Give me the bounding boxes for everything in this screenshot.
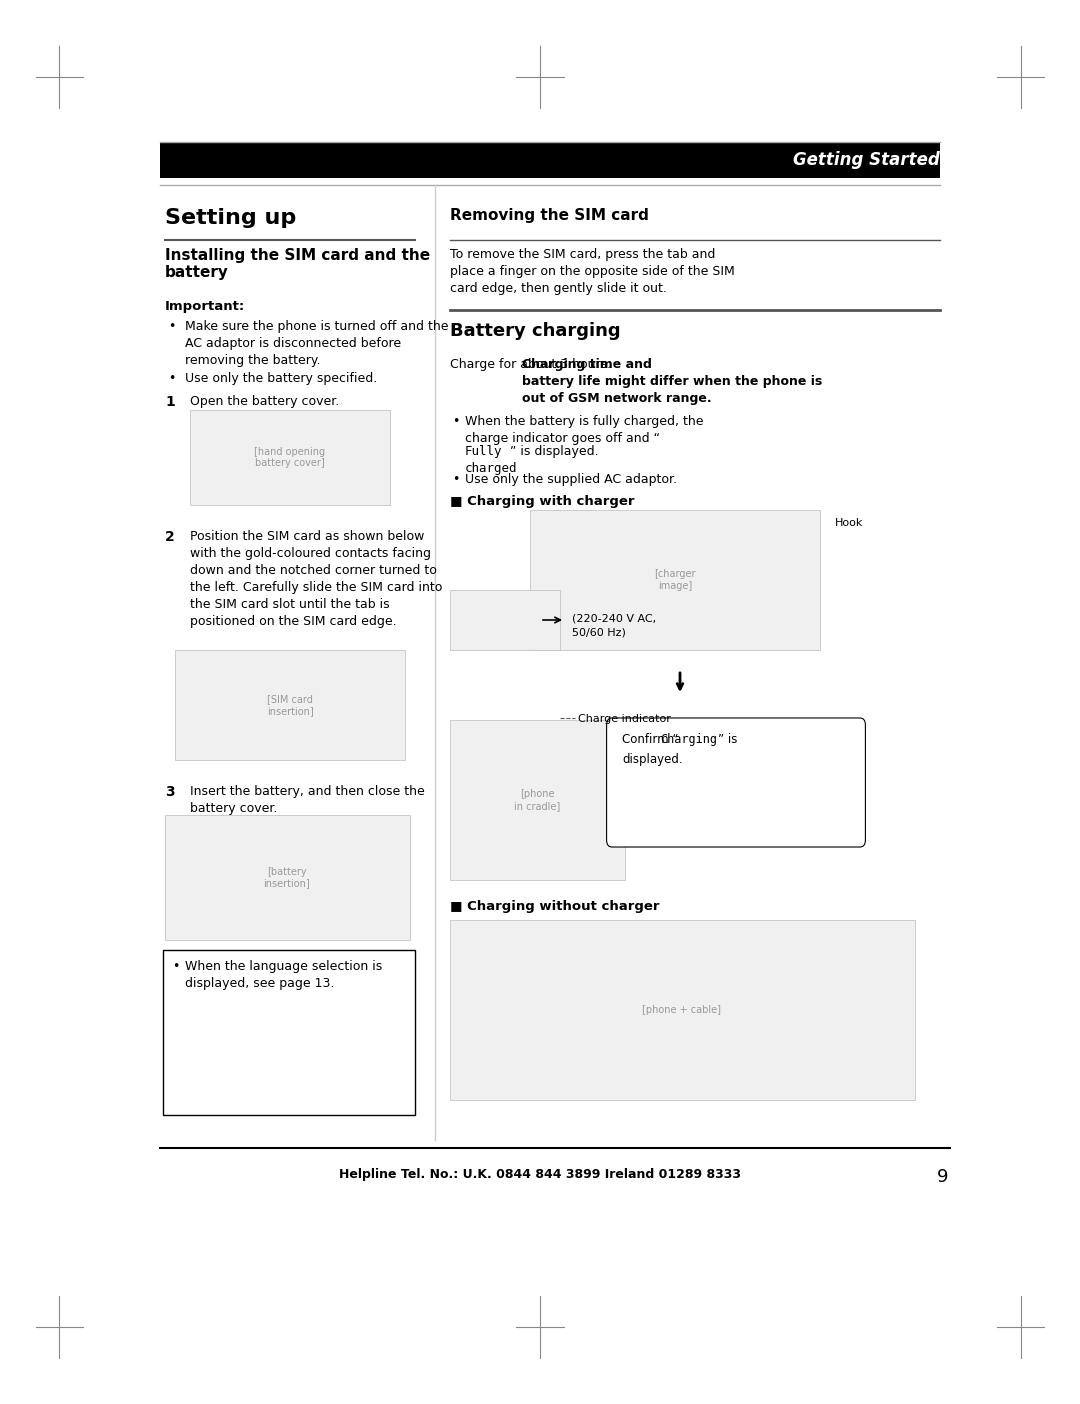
- Text: Installing the SIM card and the
battery: Installing the SIM card and the battery: [165, 249, 430, 281]
- Text: Removing the SIM card: Removing the SIM card: [450, 208, 649, 223]
- Text: •: •: [453, 416, 459, 428]
- Text: Charge indicator: Charge indicator: [578, 715, 671, 724]
- Text: Use only the battery specified.: Use only the battery specified.: [185, 372, 377, 385]
- Text: Helpline Tel. No.: U.K. 0844 844 3899 Ireland 01289 8333: Helpline Tel. No.: U.K. 0844 844 3899 Ir…: [339, 1168, 741, 1181]
- Bar: [165, 814, 410, 941]
- Text: Important:: Important:: [165, 300, 245, 313]
- Bar: [450, 720, 625, 880]
- Text: •: •: [168, 372, 175, 385]
- Bar: [530, 510, 820, 650]
- Text: Hook: Hook: [835, 518, 863, 528]
- Text: [hand opening
battery cover]: [hand opening battery cover]: [255, 446, 325, 469]
- Text: (220-240 V AC,
50/60 Hz): (220-240 V AC, 50/60 Hz): [572, 614, 657, 637]
- Text: Position the SIM card as shown below
with the gold-coloured contacts facing
down: Position the SIM card as shown below wit…: [190, 529, 443, 628]
- Bar: [160, 142, 940, 178]
- Text: Confirm “: Confirm “: [622, 733, 678, 746]
- Text: 3: 3: [165, 785, 175, 799]
- Text: [battery
insertion]: [battery insertion]: [264, 866, 310, 889]
- Text: Getting Started: Getting Started: [793, 152, 940, 168]
- Text: [phone + cable]: [phone + cable]: [643, 1005, 721, 1015]
- Bar: [190, 410, 390, 505]
- Text: •: •: [172, 960, 179, 973]
- Bar: [175, 650, 405, 760]
- Text: ■ Charging with charger: ■ Charging with charger: [450, 496, 635, 508]
- Text: Setting up: Setting up: [165, 208, 296, 227]
- Text: •: •: [168, 320, 175, 333]
- Text: 2: 2: [165, 529, 175, 543]
- Text: •: •: [453, 473, 459, 486]
- Text: [charger
image]: [charger image]: [654, 569, 696, 591]
- Text: To remove the SIM card, press the tab and
place a finger on the opposite side of: To remove the SIM card, press the tab an…: [450, 249, 734, 295]
- Text: Make sure the phone is turned off and the
AC adaptor is disconnected before
remo: Make sure the phone is turned off and th…: [185, 320, 448, 366]
- Text: [SIM card
insertion]: [SIM card insertion]: [267, 694, 313, 716]
- Text: ■ Charging without charger: ■ Charging without charger: [450, 900, 660, 913]
- Text: Open the battery cover.: Open the battery cover.: [190, 395, 339, 409]
- Bar: [450, 590, 561, 650]
- Bar: [450, 920, 915, 1099]
- Text: ” is: ” is: [718, 733, 738, 746]
- Text: Battery charging: Battery charging: [450, 322, 621, 340]
- Text: Charging time and
battery life might differ when the phone is
out of GSM network: Charging time and battery life might dif…: [522, 358, 822, 404]
- Text: Charging: Charging: [660, 733, 717, 746]
- Text: 1: 1: [165, 395, 175, 409]
- Text: ” is displayed.: ” is displayed.: [510, 445, 598, 458]
- Bar: [163, 951, 415, 1115]
- Text: Fully
charged: Fully charged: [465, 445, 517, 475]
- Text: displayed.: displayed.: [622, 753, 683, 767]
- Text: Insert the battery, and then close the
battery cover.: Insert the battery, and then close the b…: [190, 785, 424, 814]
- Text: When the language selection is
displayed, see page 13.: When the language selection is displayed…: [185, 960, 382, 990]
- Text: Use only the supplied AC adaptor.: Use only the supplied AC adaptor.: [465, 473, 677, 486]
- Text: [phone
in cradle]: [phone in cradle]: [514, 789, 561, 810]
- FancyBboxPatch shape: [607, 717, 865, 847]
- Text: Charge for about 3 hours.: Charge for about 3 hours.: [450, 358, 616, 371]
- Text: When the battery is fully charged, the
charge indicator goes off and “: When the battery is fully charged, the c…: [465, 416, 703, 445]
- Text: 9: 9: [936, 1168, 948, 1186]
